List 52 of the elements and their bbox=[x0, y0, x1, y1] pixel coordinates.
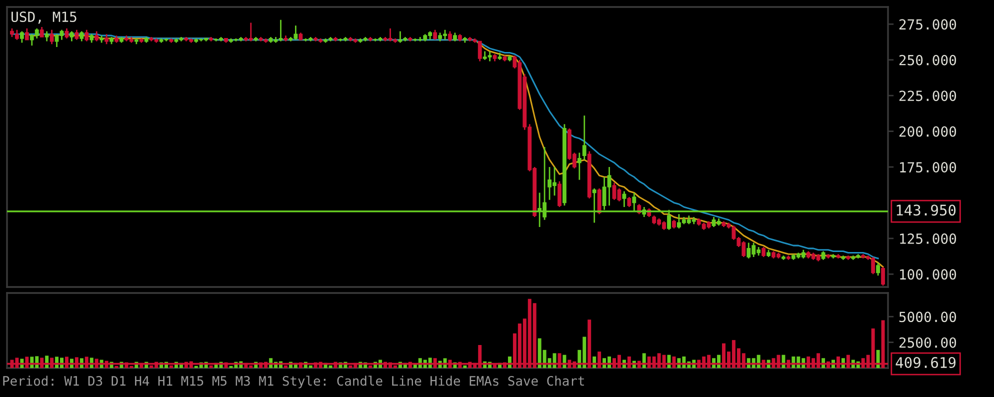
text: Hide EMAs bbox=[430, 376, 498, 386]
candlestick bbox=[577, 152, 582, 181]
text: D3 bbox=[88, 376, 102, 386]
candlestick bbox=[881, 266, 885, 286]
candlestick bbox=[84, 29, 89, 42]
y-tick-label: 275.000 bbox=[899, 19, 956, 30]
candlestick bbox=[74, 29, 79, 41]
candlestick bbox=[597, 188, 602, 215]
candlestick bbox=[622, 190, 626, 208]
candlestick bbox=[40, 26, 44, 38]
candlestick bbox=[627, 196, 632, 208]
text: Period: bbox=[3, 376, 54, 386]
text: D1 bbox=[112, 376, 126, 386]
y-tick-label: 100.000 bbox=[900, 269, 956, 280]
bar bbox=[463, 365, 467, 368]
y-tick-label: 175.000 bbox=[900, 162, 956, 173]
candlestick bbox=[448, 30, 452, 42]
y-tick-label: 2500.00 bbox=[899, 337, 956, 348]
text: Style: bbox=[282, 376, 326, 388]
text: H4 bbox=[135, 376, 150, 386]
candlestick bbox=[876, 262, 880, 276]
candlestick bbox=[44, 30, 49, 42]
text: M5 bbox=[212, 376, 226, 386]
candlestick bbox=[70, 30, 74, 42]
candlestick bbox=[64, 28, 69, 40]
ref-line-label: 143.950 bbox=[896, 204, 956, 216]
candlestick bbox=[80, 30, 84, 42]
candlestick bbox=[20, 30, 24, 44]
text: M3 bbox=[236, 376, 250, 386]
chart-title: USD, M15 bbox=[12, 12, 76, 24]
candlestick bbox=[558, 180, 562, 208]
text: W1 bbox=[64, 376, 79, 386]
ref-line-label: 409.619 bbox=[896, 357, 956, 368]
text: Line bbox=[392, 376, 422, 386]
text: H1 bbox=[158, 376, 172, 386]
candlestick bbox=[94, 30, 99, 42]
y-tick-label: 125.000 bbox=[900, 233, 956, 244]
y-tick-label: 5000.00 bbox=[899, 312, 956, 322]
candlestick bbox=[762, 246, 766, 258]
candlestick bbox=[582, 114, 586, 161]
text: M1 bbox=[259, 376, 274, 386]
y-tick-label: 225.000 bbox=[899, 90, 956, 102]
candlestick bbox=[50, 29, 54, 45]
y-tick-label: 200.000 bbox=[899, 126, 956, 137]
candlestick bbox=[24, 28, 29, 41]
text: M15 bbox=[181, 376, 204, 386]
bar bbox=[876, 350, 880, 368]
candlestick bbox=[104, 33, 109, 45]
text: Save Chart bbox=[508, 376, 584, 386]
y-tick-label: 250.000 bbox=[899, 54, 956, 66]
text: Candle bbox=[337, 376, 382, 386]
candlestick bbox=[433, 29, 438, 41]
